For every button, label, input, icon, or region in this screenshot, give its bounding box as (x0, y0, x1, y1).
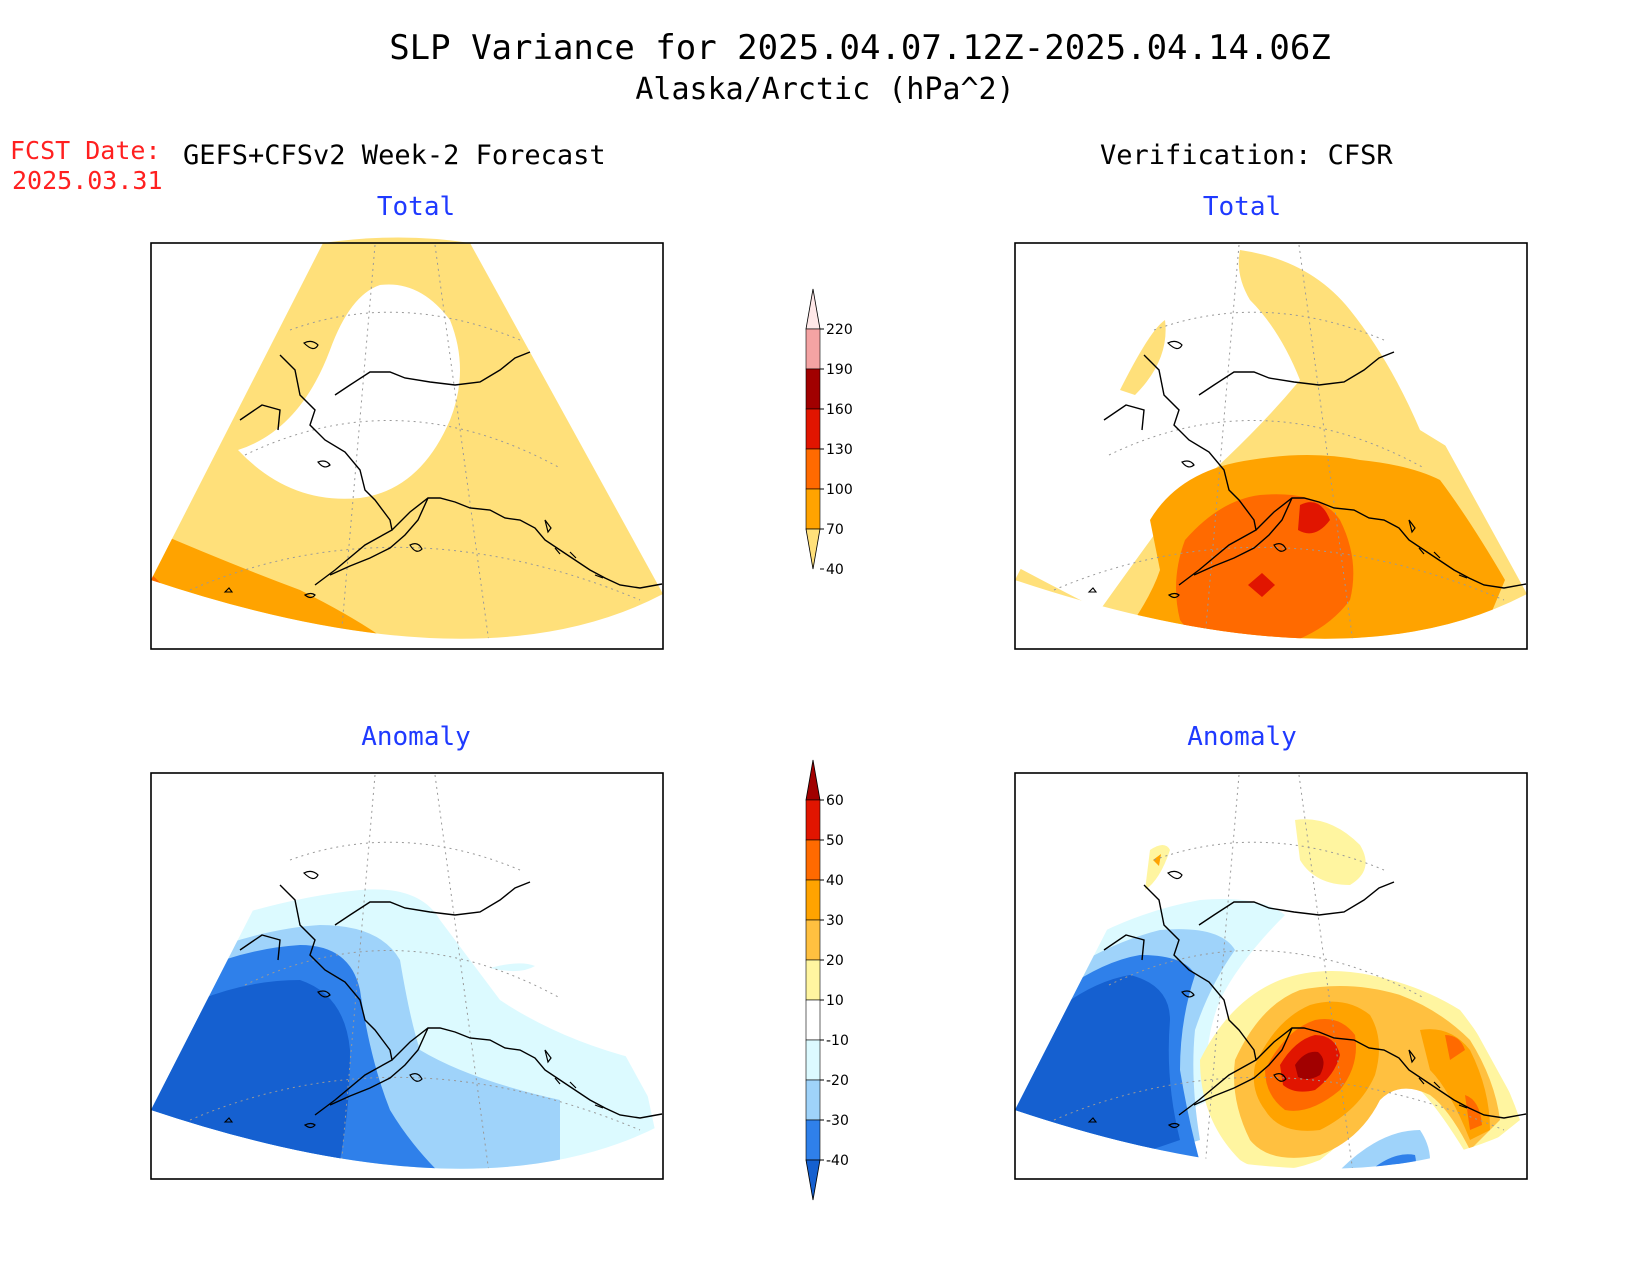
forecast-column-heading: GEFS+CFSv2 Week-2 Forecast (183, 140, 606, 171)
total-colorbar-label: 100 (826, 482, 853, 498)
verification-total-map (1014, 237, 1528, 650)
anomaly-colorbar-swatch (805, 1079, 821, 1121)
total-colorbar-label: 130 (826, 442, 853, 458)
total-colorbar-swatch (805, 448, 821, 490)
verification-anomaly-map (1014, 767, 1528, 1180)
anomaly-colorbar-label: 40 (826, 873, 844, 889)
anomaly-colorbar-swatch (805, 959, 821, 1001)
page-title: SLP Variance for 2025.04.07.12Z-2025.04.… (389, 28, 1331, 68)
anomaly-colorbar-swatch (805, 879, 821, 921)
anomaly-colorbar: 60 50 40 30 20 10 -10 -20 -30 -40 (805, 759, 849, 1201)
anomaly-colorbar-swatch (805, 919, 821, 961)
total-colorbar-label: 190 (826, 362, 853, 378)
verification-column-heading: Verification: CFSR (1100, 140, 1393, 171)
total-colorbar-top-arrow (805, 288, 821, 330)
anomaly-colorbar-label: 20 (826, 953, 844, 969)
fcst-date-label: FCST Date: (10, 136, 161, 165)
total-colorbar-bottom-arrow (805, 528, 821, 570)
verification-anomaly-title: Anomaly (1187, 722, 1297, 752)
forecast-anomaly-title: Anomaly (361, 722, 471, 752)
anomaly-colorbar-swatch (805, 839, 821, 881)
total-colorbar-swatch (805, 488, 821, 530)
anomaly-colorbar-label: 10 (826, 993, 844, 1009)
page-subtitle: Alaska/Arctic (hPa^2) (635, 72, 1015, 107)
anomaly-colorbar-top-arrow (805, 759, 821, 801)
forecast-total-title: Total (376, 192, 456, 222)
anomaly-colorbar-label: -10 (826, 1033, 849, 1049)
forecast-total-map (150, 237, 664, 650)
anomaly-colorbar-label: -40 (826, 1153, 849, 1169)
anomaly-colorbar-label: 60 (826, 793, 844, 809)
verification-total-title: Total (1202, 192, 1282, 222)
anomaly-colorbar-swatch (805, 1119, 821, 1161)
anomaly-colorbar-label: -20 (826, 1073, 849, 1089)
anomaly-colorbar-label: 30 (826, 913, 844, 929)
total-colorbar-label: 220 (826, 322, 853, 338)
total-colorbar-label: 160 (826, 402, 853, 418)
total-colorbar-label: 70 (826, 522, 844, 538)
anomaly-colorbar-swatch (805, 1039, 821, 1081)
total-colorbar: 220 190 160 130 100 70 40 (805, 288, 853, 578)
total-colorbar-swatch (805, 368, 821, 410)
anomaly-colorbar-bottom-arrow (805, 1159, 821, 1201)
total-colorbar-swatch (805, 408, 821, 450)
forecast-anomaly-map (150, 767, 664, 1180)
total-colorbar-label: 40 (826, 562, 844, 578)
anomaly-colorbar-label: -30 (826, 1113, 849, 1129)
anomaly-colorbar-swatch (805, 799, 821, 841)
anomaly-colorbar-swatch (805, 999, 821, 1041)
fcst-date-value: 2025.03.31 (12, 166, 163, 195)
total-colorbar-swatch (805, 328, 821, 370)
anomaly-colorbar-label: 50 (826, 833, 844, 849)
